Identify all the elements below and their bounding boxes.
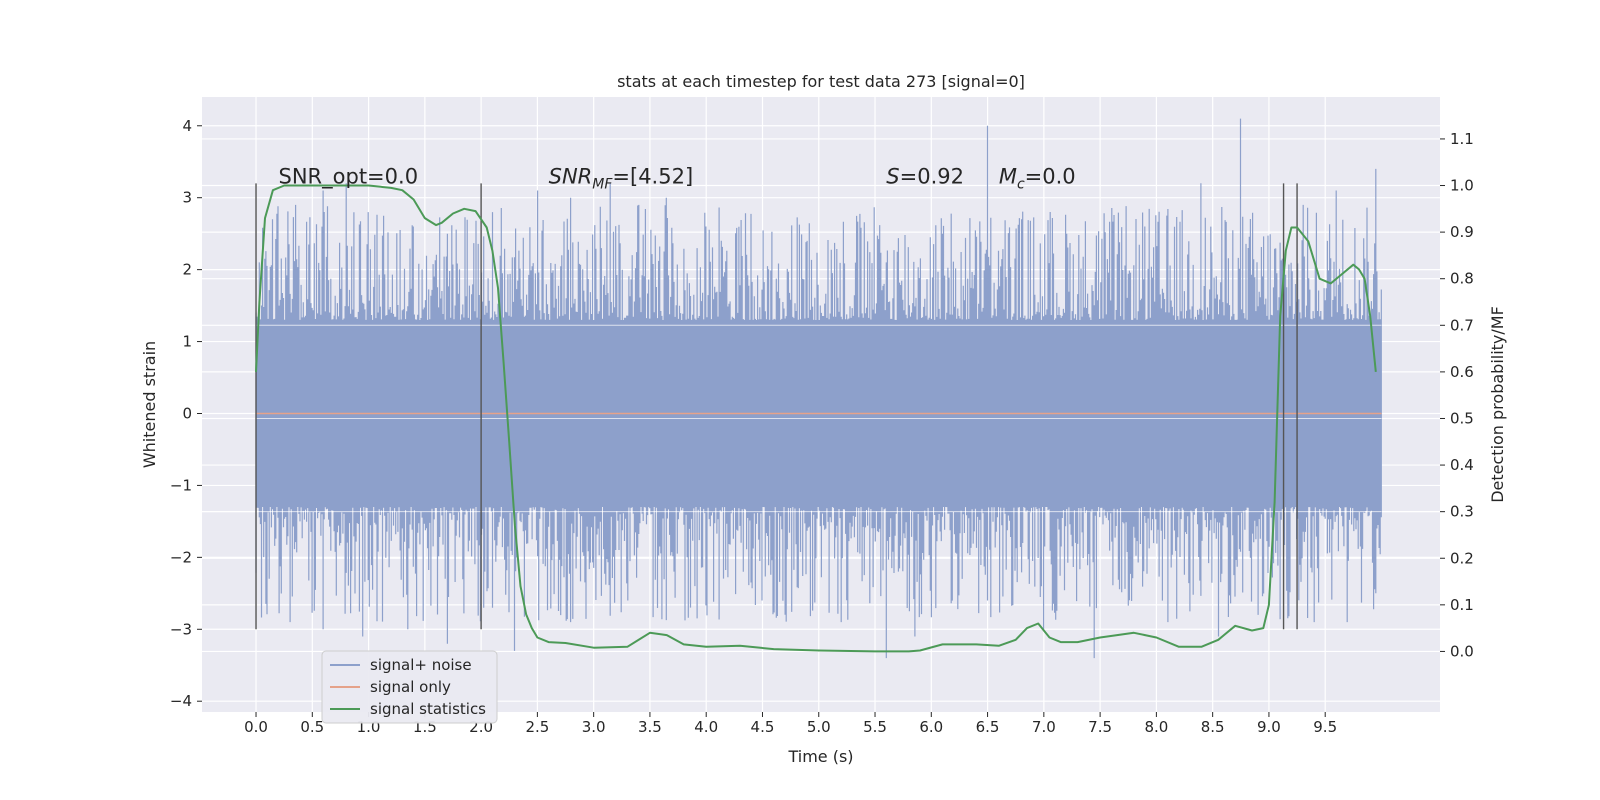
y-tick-label: 4: [182, 117, 192, 135]
y-tick-label: −4: [170, 692, 192, 710]
y2-tick-label: 0.6: [1450, 363, 1474, 381]
y2-tick-label: 0.8: [1450, 270, 1474, 288]
legend: signal+ noise signal only signal statist…: [321, 650, 498, 724]
annotation-mc-value: =0.0: [1025, 164, 1076, 188]
y2-tick-label: 0.7: [1450, 316, 1474, 334]
x-tick-label: 0.5: [300, 718, 324, 736]
vertical-markers: [255, 183, 1298, 630]
x-tick-label: 0.0: [244, 718, 268, 736]
x-axis-label: Time (s): [787, 747, 853, 766]
annotation-snr-mf: SNRMF=[4.52]: [549, 164, 694, 192]
x-tick-label: 7.0: [1032, 718, 1056, 736]
y2-tick-label: 1.0: [1450, 177, 1474, 195]
x-tick-label: 4.0: [694, 718, 718, 736]
legend-box: [321, 650, 498, 724]
annotation-mc-sub: c: [1017, 176, 1025, 192]
x-tick-label: 8.0: [1144, 718, 1168, 736]
x-tick-label: 4.5: [751, 718, 775, 736]
y2-axis-label: Detection probability/MF: [1488, 306, 1507, 503]
y-tick-label: −1: [170, 476, 192, 494]
annotation-s-var: S: [886, 164, 899, 188]
chart-title: stats at each timestep for test data 273…: [617, 72, 1025, 91]
x-tick-label: 6.5: [976, 718, 1000, 736]
y-tick-label: −2: [170, 548, 192, 566]
y2-tick-label: 0.1: [1450, 596, 1474, 614]
series-signal-statistics: [255, 184, 1377, 653]
y-tick-label: 2: [182, 261, 192, 279]
signal-statistics-line: [255, 184, 1377, 653]
x-tick-label: 3.0: [582, 718, 606, 736]
y2-tick-label: 0.0: [1450, 642, 1474, 660]
x-tick-label: 8.5: [1201, 718, 1225, 736]
x-tick-label: 9.0: [1257, 718, 1281, 736]
x-tick-label: 6.0: [919, 718, 943, 736]
y2-tick-label: 0.5: [1450, 409, 1474, 427]
y2-tick-label: 0.9: [1450, 223, 1474, 241]
x-tick-label: 5.5: [863, 718, 887, 736]
annotation-snr-mf-sub: MF: [592, 176, 613, 192]
x-tick-label: 2.5: [525, 718, 549, 736]
y-tick-label: −3: [170, 620, 192, 638]
annotation-s: S=0.92: [886, 164, 964, 188]
legend-label-signal-noise: signal+ noise: [370, 656, 472, 674]
x-tick-label: 5.0: [807, 718, 831, 736]
y-tick-label: 1: [182, 333, 192, 351]
legend-label-signal-only: signal only: [370, 678, 451, 696]
y-axis-ticks: 4 3 2 1 0 −1 −2 −3 −4: [170, 117, 202, 710]
x-tick-label: 7.5: [1088, 718, 1112, 736]
y2-tick-label: 0.3: [1450, 503, 1474, 521]
y-tick-label: 3: [182, 189, 192, 207]
annotation-s-value: =0.92: [900, 164, 964, 188]
x-axis-ticks: 0.0 0.5 1.0 1.5 2.0 2.5 3.0 3.5 4.0 4.5 5.0 5.5 6.0 6…: [244, 712, 1337, 736]
y-tick-label: 0: [182, 404, 192, 422]
x-tick-label: 3.5: [638, 718, 662, 736]
annotation-snr-mf-value: =[4.52]: [612, 164, 693, 188]
annotation-snr-opt: SNR_opt=0.0: [279, 164, 419, 189]
y2-axis-ticks: 1.1 1.0 0.9 0.8 0.7 0.6 0.5 0.4 0.3 0.2 0.1 0.0: [1440, 130, 1474, 660]
annotation-mc-var: M: [999, 164, 1017, 188]
annotation-mc: Mc=0.0: [999, 164, 1076, 192]
legend-label-signal-statistics: signal statistics: [370, 700, 486, 718]
y2-tick-label: 0.4: [1450, 456, 1474, 474]
y2-tick-label: 0.2: [1450, 549, 1474, 567]
x-tick-label: 9.5: [1313, 718, 1337, 736]
annotation-snr-mf-main: SNR: [549, 164, 593, 188]
y-axis-label: Whitened strain: [140, 341, 159, 468]
y2-tick-label: 1.1: [1450, 130, 1474, 148]
